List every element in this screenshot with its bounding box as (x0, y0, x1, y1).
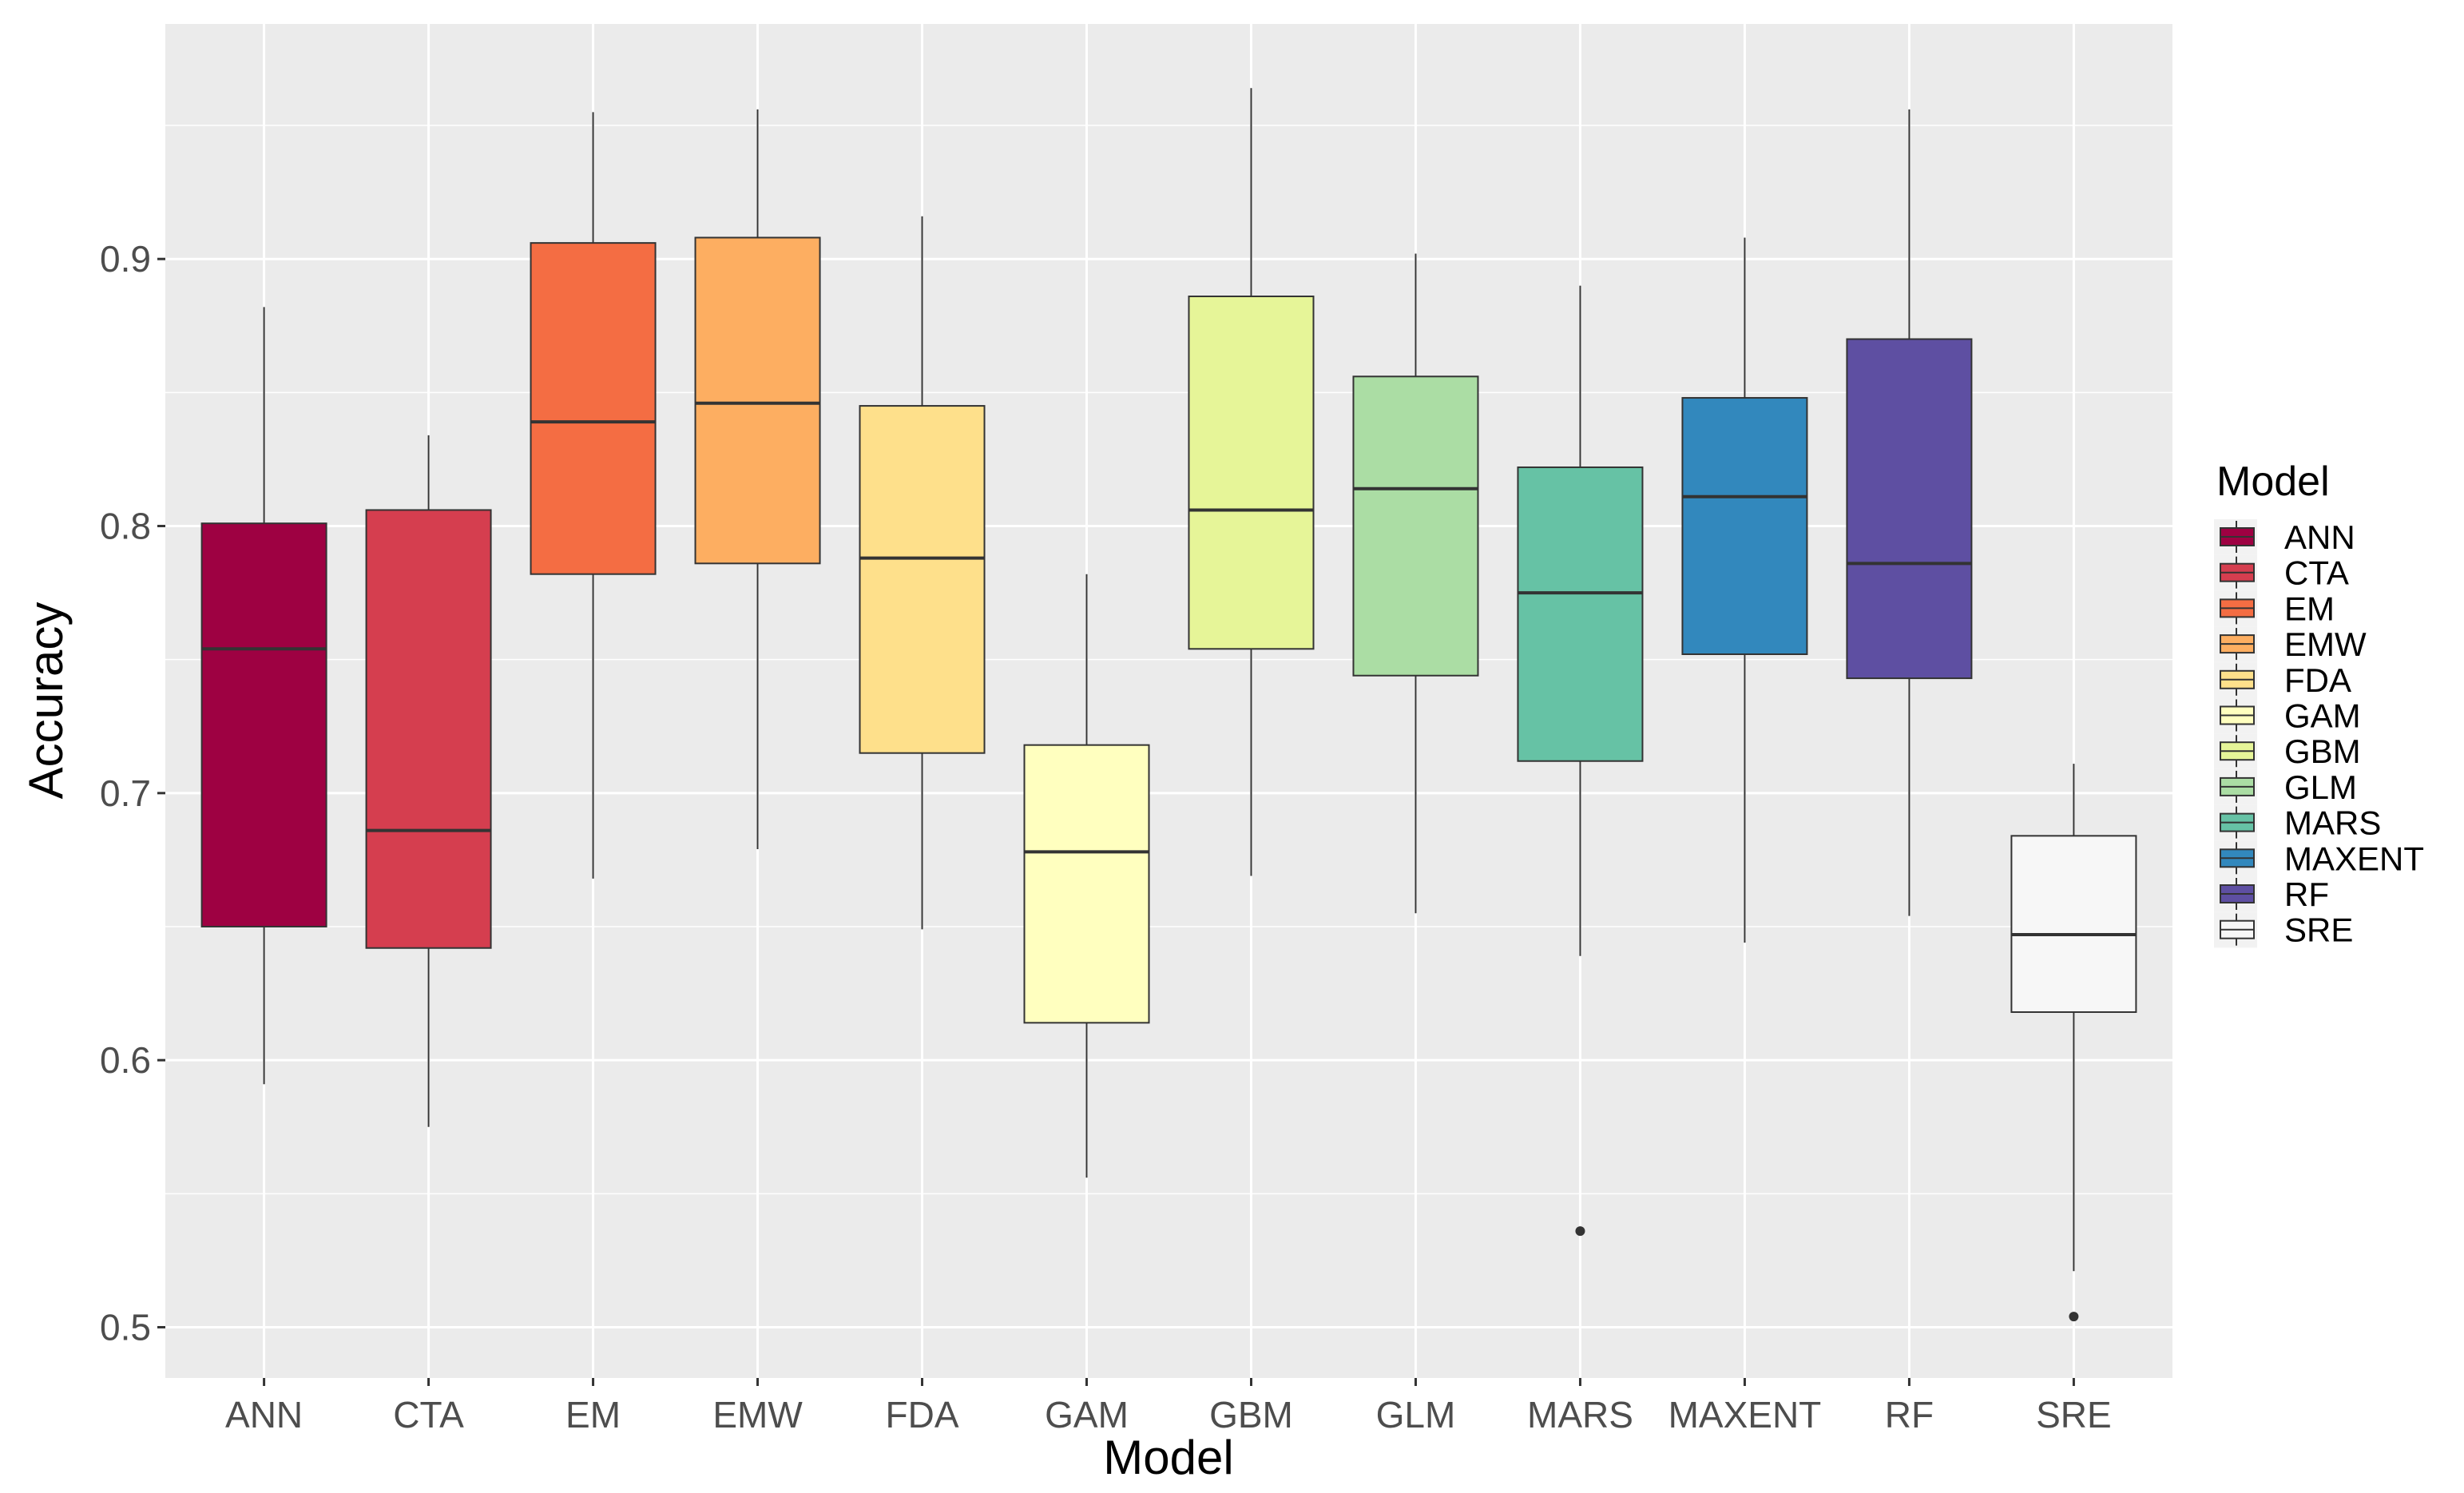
legend-label-mars: MARS (2284, 804, 2381, 842)
plot-panel (165, 24, 2172, 1378)
x-axis-ticks: ANN CTA EM EMW FDA GAM GBM GLM MARS MAXENT RF SRE (225, 1378, 2112, 1435)
legend-label-em: EM (2284, 590, 2335, 627)
legend-label-ann: ANN (2284, 518, 2355, 556)
legend-label-glm: GLM (2284, 768, 2357, 806)
y-tick-label: 0.6 (100, 1039, 151, 1081)
y-tick-label: 0.5 (100, 1306, 151, 1348)
box-gam (1023, 574, 1150, 1178)
legend-label-cta: CTA (2284, 554, 2349, 592)
y-tick-label: 0.9 (100, 238, 151, 280)
box (1188, 296, 1315, 650)
box (1517, 466, 1644, 762)
box (1352, 375, 1479, 677)
outlier-point (2069, 1312, 2079, 1322)
legend-label-emw: EMW (2284, 625, 2367, 663)
x-tick-label: MARS (1527, 1394, 1633, 1435)
boxes (200, 88, 2137, 1322)
x-tick-label: RF (1885, 1394, 1934, 1435)
box (200, 522, 327, 927)
box-glm (1352, 253, 1479, 914)
box-maxent (1681, 237, 1808, 943)
box-ann (200, 307, 327, 1085)
box-gbm (1188, 88, 1315, 876)
box-sre (2010, 764, 2137, 1322)
x-tick-label: FDA (886, 1394, 959, 1435)
box (694, 236, 821, 565)
y-tick-label: 0.7 (100, 772, 151, 814)
box-mars (1517, 285, 1644, 1237)
x-tick-label: GLM (1376, 1394, 1456, 1435)
x-tick-label: GAM (1045, 1394, 1129, 1435)
legend-label-rf: RF (2284, 876, 2329, 913)
x-tick-label: EM (565, 1394, 621, 1435)
x-axis-title: Model (1103, 1431, 1233, 1484)
box (1681, 397, 1808, 655)
box-emw (694, 109, 821, 850)
legend-title: Model (2216, 459, 2330, 505)
y-axis-title: Accuracy (19, 602, 73, 800)
legend-label-gbm: GBM (2284, 733, 2361, 770)
y-tick-label: 0.8 (100, 506, 151, 547)
x-tick-label: GBM (1209, 1394, 1293, 1435)
box (2010, 835, 2137, 1013)
box-cta (365, 435, 492, 1127)
y-axis-ticks: 0.5 0.6 0.7 0.8 0.9 (100, 238, 165, 1348)
box (1846, 338, 1973, 680)
legend-label-gam: GAM (2284, 697, 2361, 735)
outlier-point (1575, 1226, 1585, 1237)
x-tick-label: SRE (2036, 1394, 2112, 1435)
box-rf (1846, 109, 1973, 916)
box (1023, 744, 1150, 1024)
box (530, 242, 657, 575)
box-fda (859, 216, 986, 930)
box-em (530, 112, 657, 879)
x-tick-label: CTA (393, 1394, 464, 1435)
box (859, 405, 986, 754)
x-tick-label: ANN (225, 1394, 303, 1435)
x-tick-label: MAXENT (1668, 1394, 1822, 1435)
box (365, 509, 492, 949)
x-tick-label: EMW (712, 1394, 803, 1435)
legend-label-maxent: MAXENT (2284, 840, 2424, 877)
legend-label-sre: SRE (2284, 911, 2353, 949)
legend-label-fda: FDA (2284, 661, 2351, 699)
legend: Model ANNCTAEMEMWFDAGAMGBMGLMMARSMAXENTR… (2214, 459, 2424, 949)
